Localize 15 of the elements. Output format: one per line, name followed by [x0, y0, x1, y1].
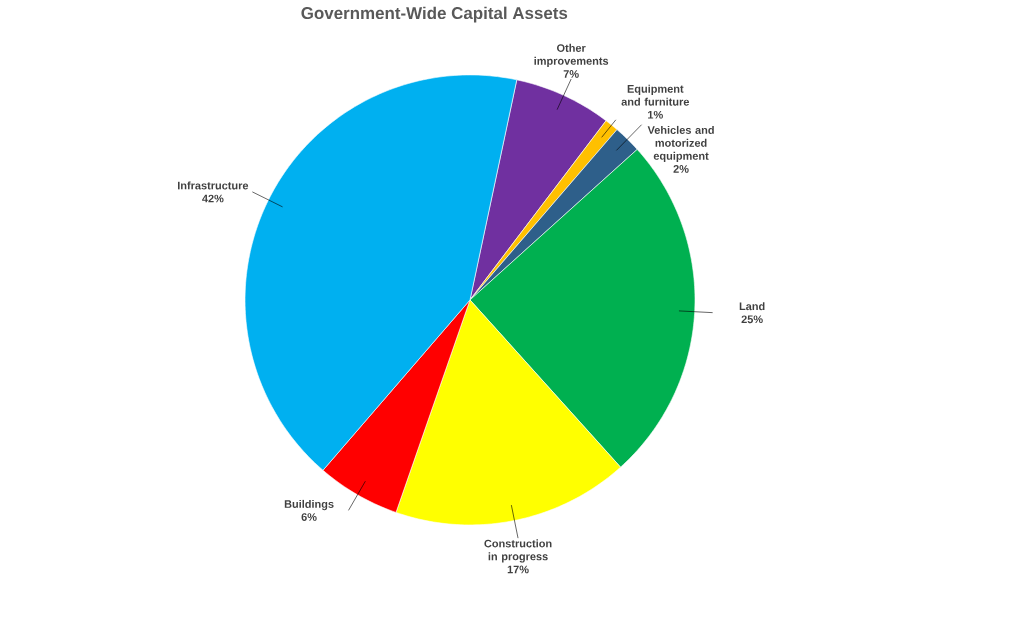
slice-label: Other improvements — [534, 43, 609, 67]
slice-label: Buildings — [284, 499, 334, 511]
slice-label: Construction in progress — [484, 539, 552, 563]
data-label: 7% — [563, 70, 579, 78]
data-label: 17% — [507, 565, 529, 574]
data-label: 6% — [301, 513, 317, 521]
data-label: 2% — [673, 165, 689, 173]
data-label: 1% — [648, 110, 663, 119]
slice-label: Infrastructure — [178, 181, 249, 190]
data-label: 25% — [741, 315, 763, 324]
slice-label: Vehicles and motorized equipment — [647, 125, 714, 162]
data-label: 42% — [202, 194, 224, 203]
chart-title: Government-Wide Capital Assets — [301, 6, 568, 23]
slice-label: Land — [739, 302, 765, 311]
slice-label: Equipment and furniture — [621, 84, 690, 106]
